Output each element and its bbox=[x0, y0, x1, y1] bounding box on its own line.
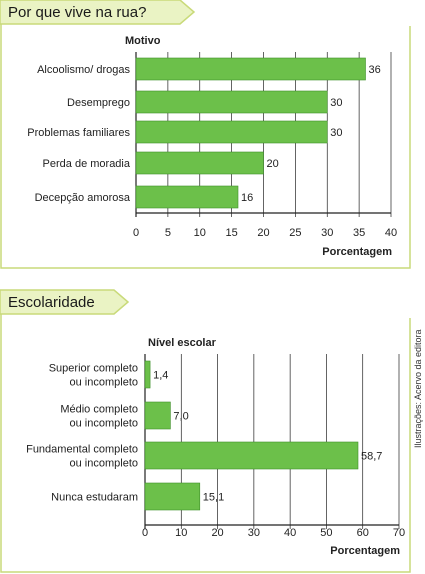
chart-1-category-label: Alcoolismo/ drogas bbox=[37, 64, 130, 76]
chart-2-x-axis-title: Porcentagem bbox=[330, 545, 400, 557]
chart-1-tick-label: 25 bbox=[289, 227, 301, 239]
chart-2-bar bbox=[144, 482, 201, 511]
chart-1-tick-label: 0 bbox=[133, 227, 139, 239]
chart-1-data-label: 20 bbox=[267, 158, 279, 170]
chart-1-data-label: 36 bbox=[369, 64, 381, 76]
chart-1-category-label: Perda de moradia bbox=[43, 158, 131, 170]
chart-1-data-label: 16 bbox=[241, 192, 253, 204]
chart-2-tick-label: 70 bbox=[393, 527, 405, 539]
chart-2: Escolaridade Nível escolar 1,4 7,0 58,7 15,… bbox=[0, 289, 411, 573]
chart-1-tick-label: 40 bbox=[385, 227, 397, 239]
chart-2-category-label: Fundamental completo bbox=[26, 444, 138, 456]
chart-1-category-axis-title: Motivo bbox=[125, 35, 161, 47]
chart-1-bar bbox=[135, 151, 264, 175]
chart-2-category-label: ou incompleto bbox=[70, 377, 139, 389]
chart-2-category-label: ou incompleto bbox=[70, 458, 139, 470]
chart-2-bar bbox=[144, 360, 151, 389]
chart-2-tick-label: 0 bbox=[142, 527, 148, 539]
chart-2-category-label: Superior completo bbox=[49, 363, 138, 375]
chart-2-category-label: Nunca estudaram bbox=[51, 492, 138, 504]
chart-1-bar bbox=[135, 185, 239, 209]
chart-2-data-label: 1,4 bbox=[153, 370, 168, 382]
chart-1-tick-label: 30 bbox=[321, 227, 333, 239]
chart-1-bar bbox=[135, 120, 328, 144]
chart-1-category-label: Decepção amorosa bbox=[35, 192, 131, 204]
chart-2-title: Escolaridade bbox=[8, 294, 95, 311]
chart-2-bar bbox=[144, 401, 171, 430]
chart-2-category-axis-title: Nível escolar bbox=[148, 337, 217, 349]
chart-2-category-label: ou incompleto bbox=[70, 418, 139, 430]
chart-2-category-label: Médio completo bbox=[60, 404, 138, 416]
chart-1-bar bbox=[135, 57, 366, 81]
chart-1-tick-label: 10 bbox=[194, 227, 206, 239]
chart-2-tick-label: 40 bbox=[284, 527, 296, 539]
chart-2-data-label: 7,0 bbox=[173, 411, 188, 423]
chart-2-tick-label: 20 bbox=[211, 527, 223, 539]
chart-1-category-label: Problemas familiares bbox=[27, 127, 130, 139]
chart-2-tick-label: 10 bbox=[175, 527, 187, 539]
chart-1-bar bbox=[135, 90, 328, 114]
chart-1-tick-label: 35 bbox=[353, 227, 365, 239]
chart-1-data-label: 30 bbox=[330, 97, 342, 109]
chart-2-tick-label: 60 bbox=[357, 527, 369, 539]
chart-1-tick-label: 5 bbox=[165, 227, 171, 239]
illustration-credit: Ilustrações: Acervo da editora bbox=[413, 329, 423, 448]
chart-1-frame bbox=[0, 8, 411, 269]
chart-1-data-label: 30 bbox=[330, 127, 342, 139]
chart-1-tick-label: 15 bbox=[226, 227, 238, 239]
chart-2-data-label: 15,1 bbox=[203, 492, 224, 504]
chart-2-title-tab bbox=[0, 289, 130, 315]
chart-1-title-tab bbox=[0, 0, 196, 25]
chart-1-tick-label: 20 bbox=[257, 227, 269, 239]
chart-1-x-axis-title: Porcentagem bbox=[322, 246, 392, 258]
chart-2-data-label: 58,7 bbox=[361, 451, 382, 463]
chart-1-category-label: Desemprego bbox=[67, 97, 130, 109]
chart-2-bar bbox=[144, 441, 359, 470]
chart-2-tick-label: 30 bbox=[248, 527, 260, 539]
chart-1: Por que vive na rua? Motivo 36 30 30 20 16 A… bbox=[0, 0, 411, 269]
chart-2-tick-label: 50 bbox=[320, 527, 332, 539]
chart-2-frame bbox=[0, 300, 411, 573]
chart-1-title: Por que vive na rua? bbox=[8, 4, 146, 21]
